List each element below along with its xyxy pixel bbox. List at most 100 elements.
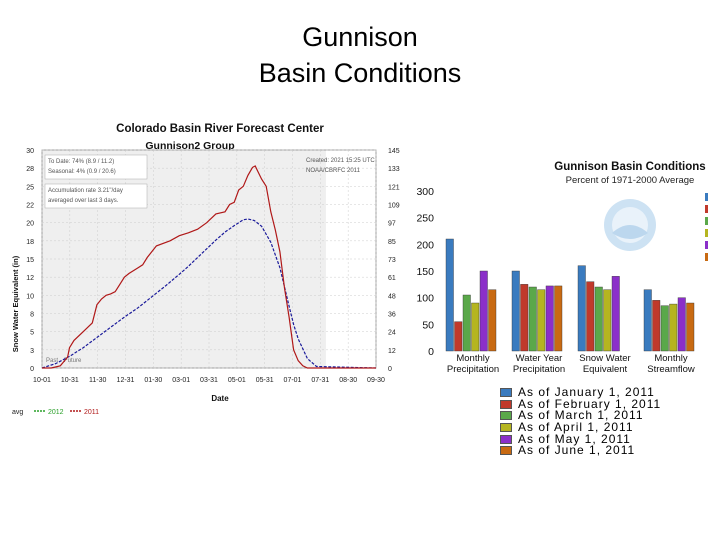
- legend-tick: [705, 217, 708, 225]
- bar-legend-swatch: [500, 434, 512, 444]
- bar-legend-label: As of April 1, 2011: [518, 420, 634, 435]
- swe-legend-label: avg: [12, 409, 23, 416]
- y-right-tick-label: 121: [388, 184, 400, 191]
- y-right-tick-label: 85: [388, 239, 396, 246]
- x-tick-label: 08-30: [339, 377, 357, 384]
- y-right-tick-label: 109: [388, 203, 400, 210]
- swe-legend: avg 2012 2011: [12, 409, 99, 416]
- slide-title-line1: Gunnison: [302, 22, 418, 52]
- swe-legend-label: 2011: [84, 409, 99, 416]
- past-label: Past: [46, 358, 58, 364]
- bar-0-2: [462, 294, 471, 352]
- bar-2-3: [603, 289, 612, 352]
- bar-legend-swatch: [500, 423, 512, 433]
- swe-y-axis-label: Snow Water Equivalent (in): [11, 255, 20, 352]
- bar-2-4: [611, 276, 620, 352]
- bar-3-3: [669, 303, 678, 352]
- noaa-logo: [604, 199, 656, 251]
- bar-3-5: [686, 302, 695, 352]
- y-right-tick-label: 24: [388, 330, 396, 337]
- x-tick-label: 05-31: [256, 377, 274, 384]
- y-tick-label: 30: [26, 148, 34, 155]
- bar-0-3: [471, 302, 480, 352]
- bar-legend-label: As of February 1, 2011: [518, 396, 662, 411]
- bar-legend-swatch: [500, 399, 512, 409]
- bar-legend-label: As of March 1, 2011: [518, 408, 644, 423]
- y-tick-label: 8: [30, 312, 34, 319]
- bar-category-label: Monthly: [456, 353, 490, 364]
- x-tick-label: 07-01: [284, 377, 302, 384]
- swe-plot-area: 0 3 5 8 10 12 15 18 20 22 25 28 30 0 12 24 36 48 61 73 85 97 1…: [26, 148, 400, 384]
- bar-category-label-line2: Precipitation: [447, 364, 499, 375]
- bar-y-tick-label: 300: [416, 186, 434, 198]
- y-tick-label: 12: [26, 275, 34, 282]
- y-tick-label: 0: [30, 366, 34, 373]
- info-box-frame: [44, 183, 148, 209]
- y-tick-label: 22: [26, 203, 34, 210]
- info-line: To Date: 74% (8.9 / 11.2): [48, 159, 114, 165]
- y-tick-label: 25: [26, 184, 34, 191]
- bar-legend-item: As of January 1, 2011: [500, 385, 710, 400]
- x-tick-label: 10-01: [33, 377, 51, 384]
- legend-tick: [705, 241, 708, 249]
- swe-chart-title: Colorado Basin River Forecast Center: [116, 123, 324, 135]
- info-line-right: NOAA/CBRFC 2011: [306, 168, 361, 174]
- bar-category-label-line2: Streamflow: [647, 364, 695, 375]
- info-box-left: To Date: 74% (8.9 / 11.2) Seasonal: 4% (0…: [44, 154, 148, 209]
- bar-y-tick-label: 100: [416, 293, 434, 305]
- bar-0-4: [479, 270, 488, 352]
- info-line: Seasonal: 4% (0.9 / 20.6): [48, 169, 116, 175]
- swe-line-chart: Colorado Basin River Forecast Center Gun…: [11, 123, 400, 416]
- bar-3-2: [660, 305, 669, 352]
- info-box-frame: [44, 154, 148, 180]
- bar-2-0: [577, 265, 586, 352]
- info-line-right: Created: 2021 15:25 UTC: [306, 158, 375, 164]
- bar-category-label: Water Year: [516, 353, 563, 364]
- bar-3-4: [677, 297, 686, 352]
- bar-1-0: [511, 270, 520, 352]
- y-right-tick-label: 61: [388, 275, 396, 282]
- bar-legend-swatch: [500, 388, 512, 398]
- bar-legend-item: As of June 1, 2011: [500, 443, 710, 458]
- x-tick-label: 01-30: [144, 377, 162, 384]
- bar-y-tick-label: 50: [422, 319, 434, 331]
- y-right-tick-label: 36: [388, 312, 396, 319]
- y-right-tick-label: 73: [388, 257, 396, 264]
- y-tick-label: 10: [26, 293, 34, 300]
- bar-2-2: [594, 286, 603, 352]
- bar-1-5: [554, 285, 563, 352]
- info-line: averaged over last 3 days.: [48, 198, 119, 204]
- bar-category-label-line2: Precipitation: [513, 364, 565, 375]
- bar-y-tick-label: 150: [416, 266, 434, 278]
- bar-1-3: [537, 289, 546, 352]
- bar-1-1: [520, 284, 529, 352]
- swe-chart-subtitle: Gunnison2 Group: [145, 140, 234, 152]
- y-tick-label: 15: [26, 257, 34, 264]
- bar-1-2: [528, 286, 537, 352]
- y-right-tick-label: 48: [388, 293, 396, 300]
- future-label: Future: [64, 358, 82, 364]
- bar-y-tick-label: 250: [416, 213, 434, 225]
- x-tick-label: 09-30: [367, 377, 385, 384]
- bar-legend-label: As of May 1, 2011: [518, 431, 631, 446]
- y-tick-label: 3: [30, 348, 34, 355]
- bar-legend-item: As of April 1, 2011: [500, 420, 710, 435]
- y-right-tick-label: 12: [388, 348, 396, 355]
- legend-tick: [705, 193, 708, 201]
- bar-category-label: Snow Water: [579, 353, 630, 364]
- series-line-2011: [42, 165, 376, 369]
- bar-y-tick-label: 200: [416, 239, 434, 251]
- legend-tick: [705, 253, 708, 261]
- x-tick-label: 11-30: [89, 377, 106, 384]
- y-right-tick-label: 133: [388, 166, 400, 173]
- bar-1-4: [545, 285, 554, 352]
- bar-legend-swatch: [500, 446, 512, 456]
- y-right-tick-label: 97: [388, 221, 396, 228]
- bar-legend-label: As of June 1, 2011: [518, 443, 636, 458]
- y-tick-label: 20: [26, 221, 34, 228]
- bar-legend-label: As of January 1, 2011: [518, 385, 655, 400]
- legend-tick: [705, 229, 708, 237]
- basin-bar-chart: Gunnison Basin Conditions Percent of 197…: [416, 161, 708, 375]
- bar-legend-item: As of May 1, 2011: [500, 433, 710, 445]
- series-line-avg: [41, 218, 377, 369]
